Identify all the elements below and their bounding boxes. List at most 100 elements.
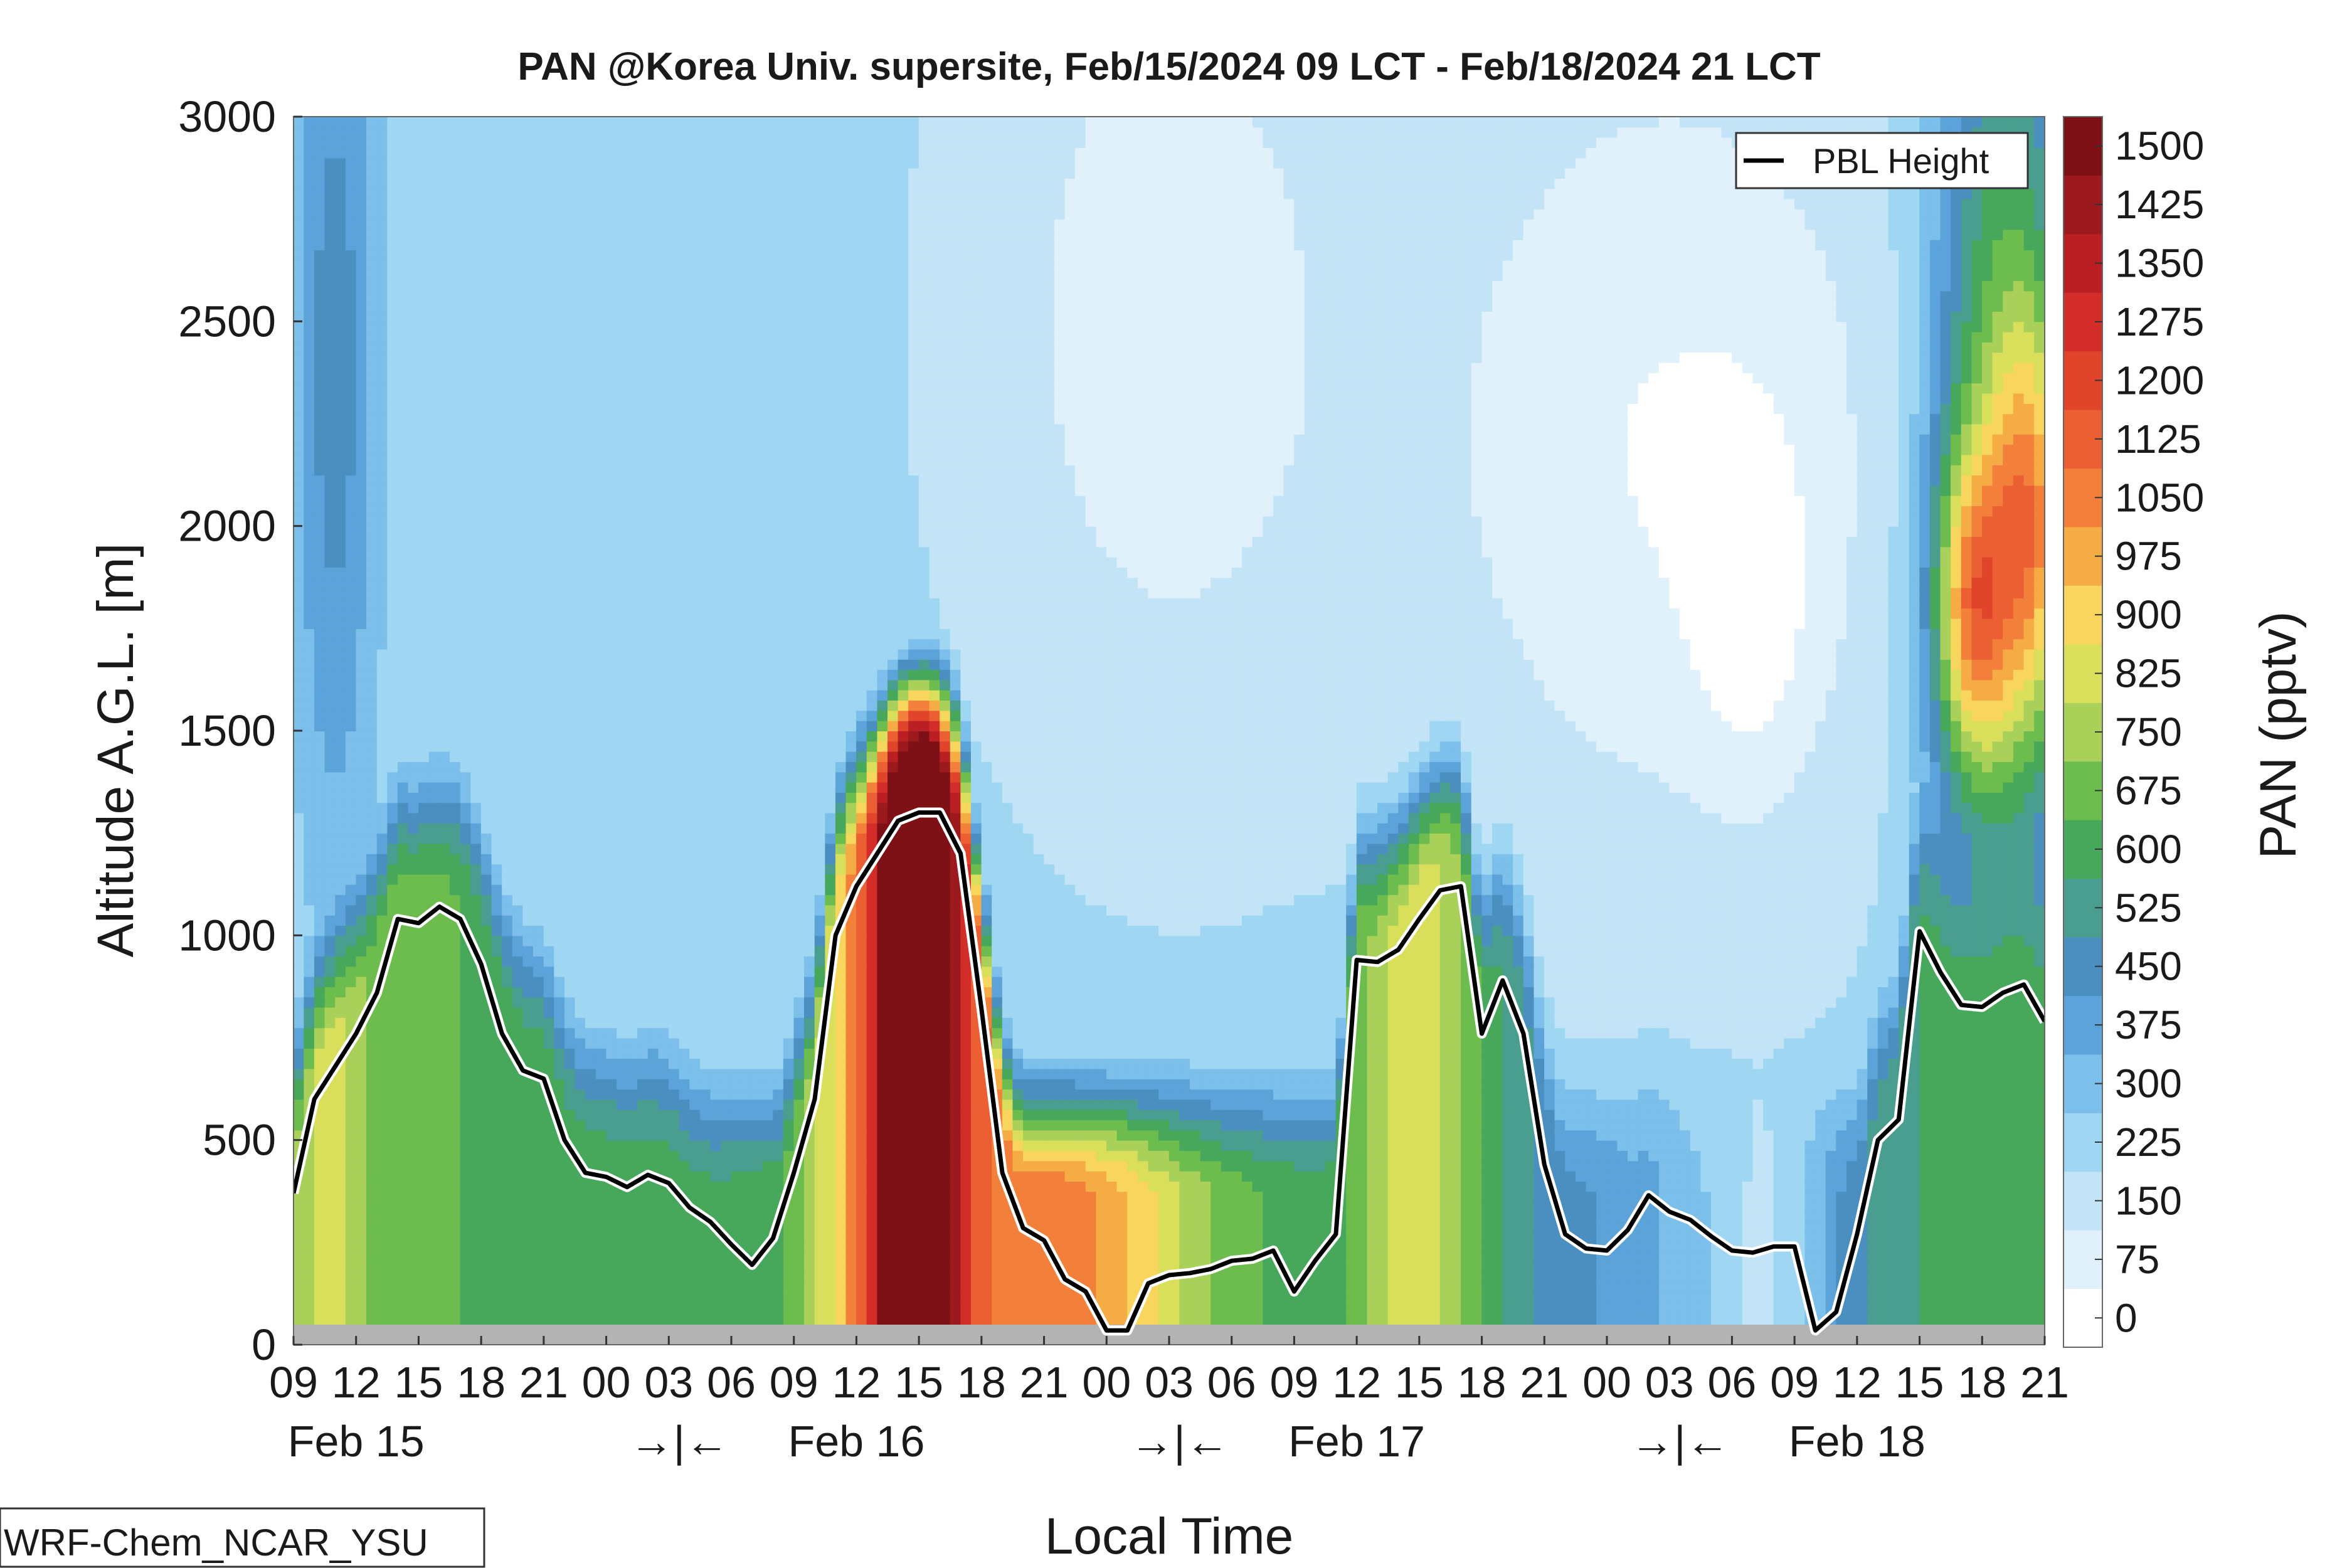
pan-cell [314,628,326,640]
pan-cell [522,505,534,517]
pan-cell [366,433,378,445]
pan-cell [450,413,461,425]
pan-cell [314,229,326,240]
pan-cell [428,433,440,445]
pan-cell [532,955,544,967]
pan-cell [387,1027,399,1039]
pan-cell [387,423,399,435]
pan-cell [658,996,670,1008]
pan-cell [314,741,326,752]
pan-cell [304,730,315,742]
pan-cell [397,1057,409,1069]
pan-cell [428,443,440,455]
pan-cell [658,904,670,916]
pan-cell [491,362,503,373]
pan-cell [397,771,409,783]
pan-cell [324,229,336,240]
pan-cell [460,976,472,987]
pan-cell [418,812,430,824]
pan-cell [689,167,701,179]
pan-cell [616,198,628,209]
pan-cell [616,832,628,844]
pan-cell [304,689,315,701]
pan-cell [366,1088,378,1100]
pan-cell [480,1232,492,1243]
pan-cell [679,812,691,824]
pan-cell [314,894,326,906]
pan-cell [470,1170,482,1182]
pan-cell [606,485,618,496]
pan-cell [324,1017,336,1029]
pan-cell [397,945,409,957]
pan-cell [470,1211,482,1223]
pan-cell [304,966,315,977]
pan-cell [627,198,638,209]
pan-cell [356,863,368,875]
pan-cell [554,679,566,691]
pan-cell [408,372,420,384]
pan-cell [721,577,733,588]
pan-cell [575,1088,586,1100]
pan-cell [658,1273,670,1285]
pan-cell [647,935,659,946]
pan-cell [460,239,472,251]
pan-cell [512,433,524,445]
pan-cell [627,1252,638,1264]
pan-cell [397,1283,409,1295]
pan-cell [439,945,451,957]
pan-cell [439,741,451,752]
pan-cell [502,372,514,384]
pan-cell [324,352,336,363]
pan-cell [480,832,492,844]
pan-cell [335,1293,347,1305]
pan-cell [647,843,659,854]
pan-cell [669,566,680,578]
pan-cell [345,1057,357,1069]
pan-cell [397,955,409,967]
pan-cell [460,1303,472,1315]
pan-cell [480,1170,492,1182]
pan-cell [491,1068,503,1079]
pan-cell [585,587,596,598]
pan-cell [543,1057,555,1069]
pan-cell [512,699,524,711]
pan-cell [376,832,388,844]
pan-cell [335,730,347,742]
pan-cell [480,874,492,885]
pan-cell [460,1201,472,1212]
pan-cell [512,1027,524,1039]
pan-cell [408,382,420,394]
pan-cell [366,1303,378,1315]
pan-cell [366,802,378,813]
pan-cell [564,812,576,824]
pan-cell [616,218,628,230]
pan-cell [376,177,388,189]
pan-cell [616,945,628,957]
pan-cell [304,485,315,496]
pan-cell [554,1232,566,1243]
pan-cell [428,546,440,558]
pan-cell [304,1252,315,1264]
pan-cell [491,556,503,568]
pan-cell [356,1099,368,1110]
pan-cell [324,239,336,251]
pan-cell [428,1007,440,1018]
pan-cell [439,218,451,230]
pan-cell [480,372,492,384]
pan-cell [450,443,461,455]
pan-cell [679,832,691,844]
pan-cell [595,1057,607,1069]
pan-cell [439,566,451,578]
pan-cell [294,761,305,773]
pan-cell [637,516,649,527]
pan-cell [356,649,368,660]
pan-cell [616,720,628,732]
pan-cell [324,1119,336,1131]
pan-cell [345,443,357,455]
pan-cell [522,546,534,558]
pan-cell [480,741,492,752]
pan-cell [699,393,711,404]
pan-cell [532,751,544,762]
pan-cell [564,1088,576,1100]
pan-cell [522,239,534,251]
